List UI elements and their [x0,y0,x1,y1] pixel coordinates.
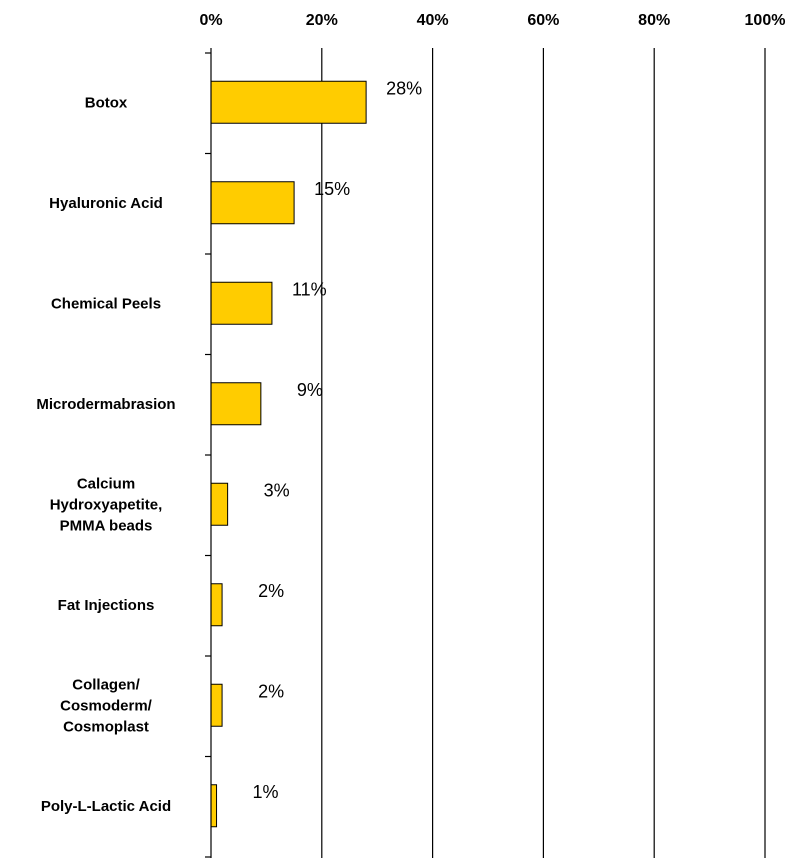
data-label: 28% [386,78,422,98]
x-tick-labels: 0% 20% 40% 60% 80% 100% [199,12,785,29]
category-label: Hyaluronic Acid [49,195,163,212]
category-labels: Botox Hyaluronic Acid Chemical Peels Microd… [36,94,175,815]
category-label-line: Cosmoderm/ [60,697,153,714]
category-label-line: Calcium [77,475,135,492]
category-label-line: PMMA beads [60,517,153,534]
category-label: Collagen/Cosmoderm/Cosmoplast [60,676,153,735]
data-label: 15% [314,179,350,199]
category-label: Microdermabrasion [36,396,175,413]
data-labels: 28% 15% 11% 9% 3% 2% 2% 1% [253,78,423,802]
bar [210,482,229,526]
category-label-line: Chemical Peels [51,295,161,312]
y-axis [205,48,212,858]
category-label: Poly-L-Lactic Acid [41,798,171,815]
category-label: Chemical Peels [51,295,161,312]
bar [210,583,223,627]
category-label-line: Fat Injections [58,597,155,614]
x-tick-label: 40% [417,12,449,29]
data-label: 9% [297,380,323,400]
data-label: 11% [292,279,327,299]
data-label: 2% [258,581,284,601]
category-label: Calcium Hydroxyapetite, PMMA beads [50,475,163,534]
category-label-line: Hydroxyapetite, [50,496,163,513]
gridlines [321,48,766,858]
data-label: 1% [253,782,279,802]
category-label-line: Cosmoplast [63,718,149,735]
bar [210,382,262,426]
x-tick-label: 80% [638,12,670,29]
bar [210,683,223,727]
x-tick-label: 0% [199,12,222,29]
category-label-line: Poly-L-Lactic Acid [41,798,171,815]
category-label: Fat Injections [58,597,155,614]
category-label-line: Botox [85,94,128,111]
bar [210,80,367,124]
x-tick-label: 20% [306,12,338,29]
x-tick-label: 60% [527,12,559,29]
data-label: 3% [264,480,290,500]
x-tick-label: 100% [745,12,786,29]
category-label-line: Microdermabrasion [36,396,175,413]
category-label-line: Hyaluronic Acid [49,195,163,212]
data-label: 2% [258,681,284,701]
category-label: Botox [85,94,128,111]
bar [210,181,295,225]
bar [210,784,218,828]
bar [210,281,273,325]
category-label-line: Collagen/ [72,676,140,693]
